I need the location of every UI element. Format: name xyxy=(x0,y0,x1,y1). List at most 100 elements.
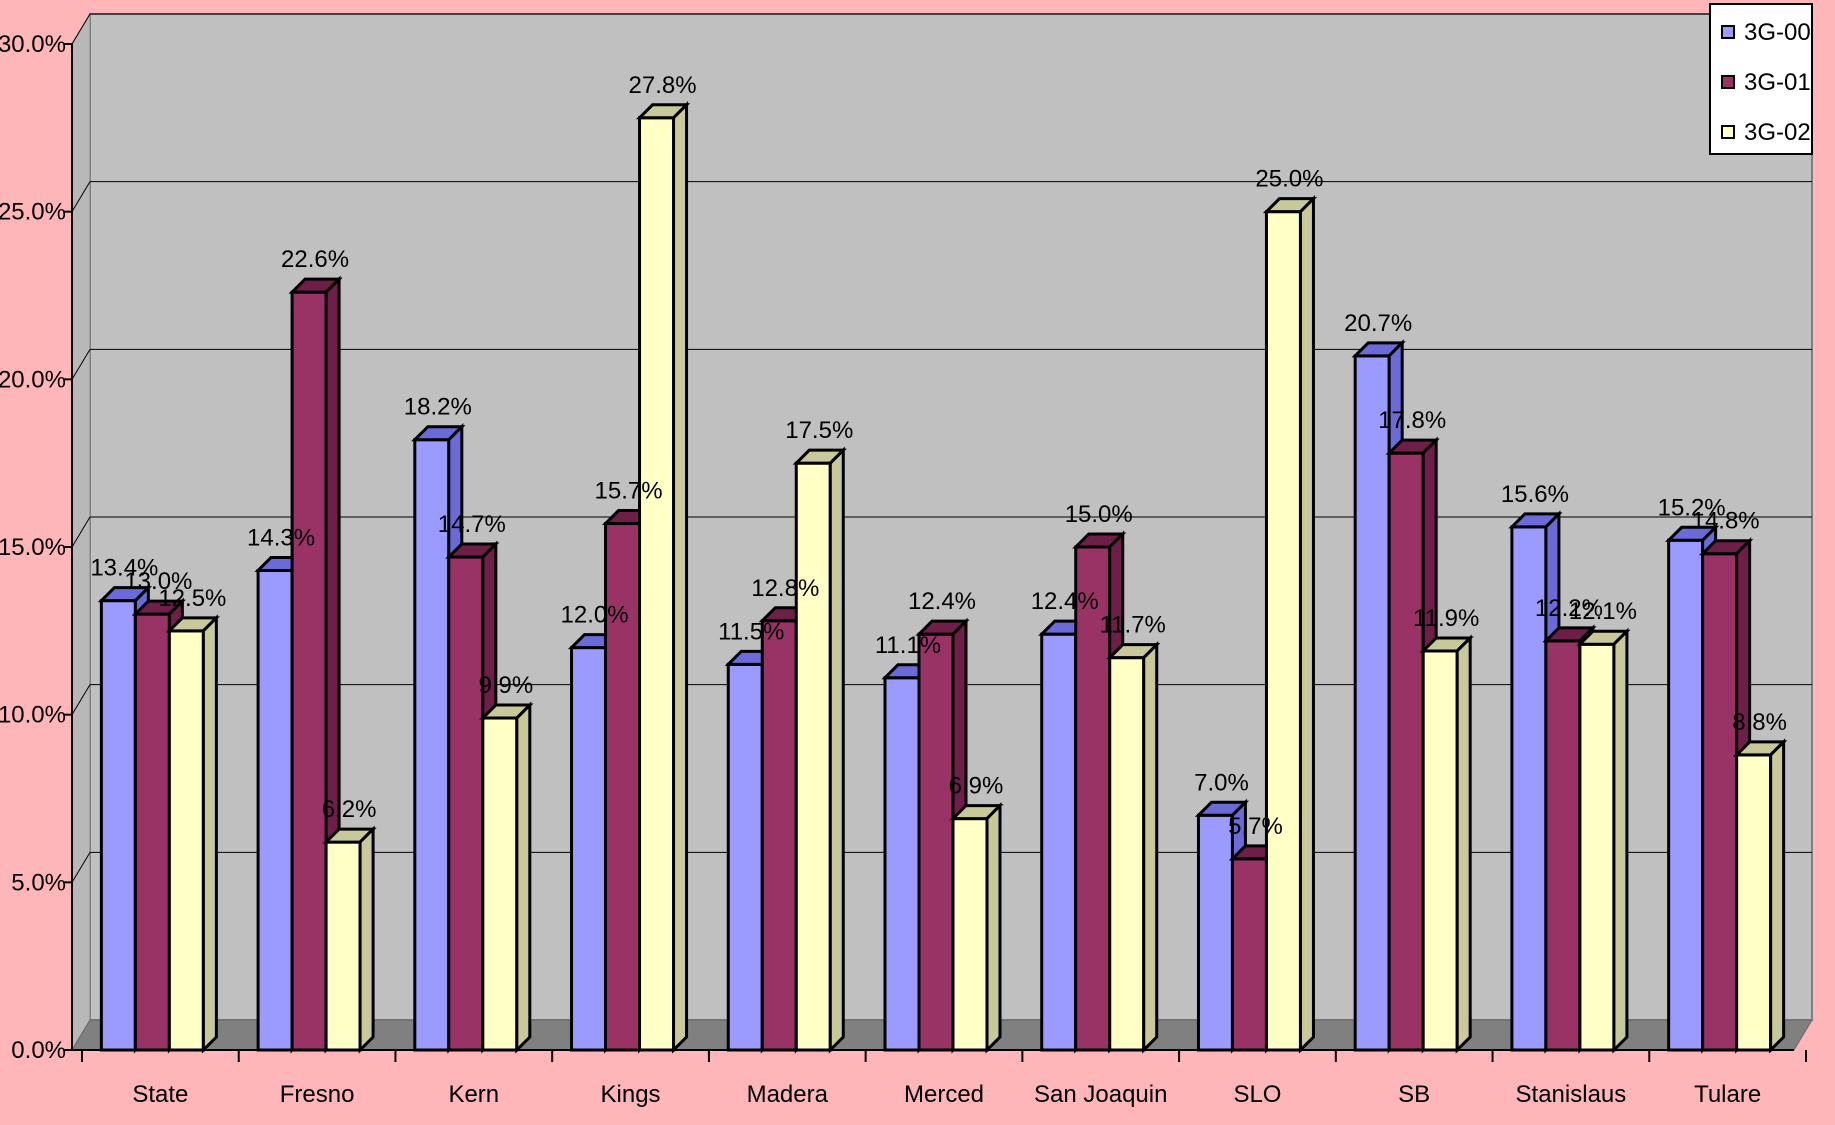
axes: 0.0% 5.0% 10.0% 15.0% 20.0% 25.0% 30.0% State Fr… xyxy=(0,31,1807,1108)
data-label: 12.8% xyxy=(751,575,819,602)
data-label: 13.0% xyxy=(124,568,192,595)
bar-side xyxy=(1142,641,1159,1054)
bar-3g-01 xyxy=(447,555,485,1052)
data-label: 12.5% xyxy=(158,585,226,612)
data-label: 9.9% xyxy=(478,672,533,699)
data-label: 27.8% xyxy=(629,72,697,99)
data-label: 5.7% xyxy=(1228,813,1283,840)
bar-side xyxy=(672,101,689,1054)
data-label: 14.7% xyxy=(438,511,506,538)
bar-side xyxy=(828,446,845,1054)
bar-3g-00 xyxy=(1196,813,1234,1052)
category-label: Merced xyxy=(904,1081,984,1108)
bar-3g-00 xyxy=(726,662,764,1052)
data-label: 11.7% xyxy=(1100,612,1166,639)
bar-3g-02 xyxy=(1264,210,1302,1052)
data-label: 6.2% xyxy=(322,796,377,823)
gridline-side xyxy=(71,516,91,548)
bar-side xyxy=(515,701,532,1054)
data-label: 14.8% xyxy=(1692,508,1760,535)
data-label: 12.2% xyxy=(1535,595,1603,622)
category-label: Tulare xyxy=(1694,1081,1761,1108)
data-label: 11.9% xyxy=(1413,605,1479,632)
legend-label: 3G-00 xyxy=(1744,19,1811,46)
bar-3g-01 xyxy=(1544,639,1582,1052)
data-label: 12.1% xyxy=(1569,598,1637,625)
bar-side xyxy=(358,825,375,1054)
bar-3g-00 xyxy=(570,646,608,1052)
bar-3g-00 xyxy=(1667,538,1705,1052)
data-labels: 13.4%13.0%12.5% 14.3% 22.6% 6.2% 18.2% 14.7% 9… xyxy=(90,72,1787,840)
data-label: 12.0% xyxy=(561,602,629,629)
gridline-side xyxy=(71,181,91,212)
gridline-side xyxy=(71,684,91,715)
gridline-side xyxy=(71,349,91,380)
legend-label: 3G-02 xyxy=(1744,119,1811,146)
bar-3g-01 xyxy=(1701,552,1739,1052)
data-label: 15.6% xyxy=(1501,481,1569,508)
bar-3g-00 xyxy=(256,568,294,1052)
bar-3g-01 xyxy=(760,619,798,1052)
data-label: 22.6% xyxy=(281,246,349,273)
y-tick-label: 5.0% xyxy=(11,869,66,896)
data-label: 20.7% xyxy=(1344,310,1412,337)
category-label: Kern xyxy=(448,1081,499,1108)
data-label: 8.8% xyxy=(1732,709,1787,736)
bar-side xyxy=(1298,195,1315,1054)
data-label: 15.7% xyxy=(595,478,663,505)
data-label: 14.3% xyxy=(247,524,315,551)
data-label: 12.4% xyxy=(1031,588,1099,615)
bar-side xyxy=(1455,634,1472,1054)
category-label: Fresno xyxy=(280,1081,355,1108)
legend-swatch xyxy=(1721,75,1735,89)
bar-3g-01 xyxy=(1387,451,1425,1052)
bar-side xyxy=(201,614,218,1054)
bar-3g-01 xyxy=(290,290,328,1052)
data-label: 15.0% xyxy=(1065,501,1133,528)
data-label: 13.4% xyxy=(90,555,158,582)
bar-3g-02 xyxy=(481,716,519,1052)
bar-3g-00 xyxy=(99,599,137,1052)
category-label: State xyxy=(132,1081,188,1108)
gridline-side xyxy=(71,13,91,45)
bar-3g-02 xyxy=(167,629,205,1052)
bar-3g-00 xyxy=(1353,354,1391,1052)
bar-3g-02 xyxy=(638,116,676,1052)
data-label: 18.2% xyxy=(404,394,472,421)
bar-side xyxy=(1612,627,1629,1054)
legend-label: 3G-01 xyxy=(1744,69,1811,96)
category-label: Madera xyxy=(747,1081,829,1108)
gridline-side xyxy=(71,852,91,883)
bar-3g-02 xyxy=(1578,642,1616,1052)
legend-swatch xyxy=(1721,25,1735,39)
category-label: SB xyxy=(1398,1081,1430,1108)
category-label: Stanislaus xyxy=(1516,1081,1627,1108)
y-tick-label: 0.0% xyxy=(11,1037,66,1064)
bar-3g-02 xyxy=(1735,753,1773,1052)
bar-3g-02 xyxy=(324,840,362,1052)
bar-3g-01 xyxy=(917,632,955,1052)
bar-side xyxy=(1769,738,1786,1054)
y-tick-label: 30.0% xyxy=(0,31,66,58)
data-label: 15.2% xyxy=(1658,494,1726,521)
bars xyxy=(97,101,1788,1054)
y-tick-label: 20.0% xyxy=(0,366,66,393)
category-label: SLO xyxy=(1233,1081,1281,1108)
y-tick-label: 25.0% xyxy=(0,199,66,226)
data-label: 17.5% xyxy=(785,417,853,444)
bar-3g-02 xyxy=(1108,656,1146,1052)
category-label: San Joaquin xyxy=(1034,1081,1167,1108)
y-tick-label: 10.0% xyxy=(0,702,66,729)
bar-3g-02 xyxy=(1421,649,1459,1052)
data-label: 12.4% xyxy=(908,588,976,615)
data-label: 11.5% xyxy=(718,618,784,645)
data-label: 17.8% xyxy=(1378,407,1446,434)
bar-3g-02 xyxy=(794,461,832,1052)
data-label: 25.0% xyxy=(1255,166,1323,193)
data-label: 6.9% xyxy=(949,773,1004,800)
bar-3g-00 xyxy=(1040,632,1078,1052)
data-label: 7.0% xyxy=(1194,769,1249,796)
legend-swatch xyxy=(1721,125,1735,139)
